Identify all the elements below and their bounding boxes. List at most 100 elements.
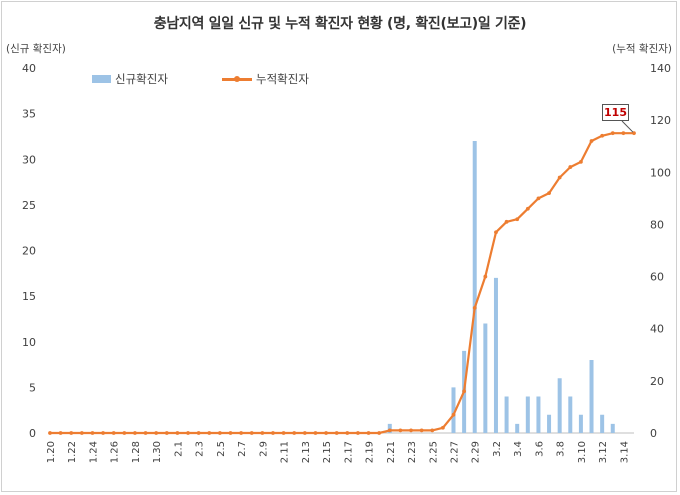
x-tick-label: 3.14 <box>619 441 630 463</box>
x-tick-label: 2.11 <box>280 441 291 463</box>
line-point <box>377 431 382 435</box>
legend-label-cumulative: 누적확진자 <box>256 72 309 86</box>
line-point <box>525 206 530 211</box>
line-point <box>122 431 127 435</box>
bar <box>472 141 477 433</box>
bar <box>515 423 520 433</box>
bar <box>600 414 605 433</box>
line-point <box>281 431 286 435</box>
line-point <box>504 219 509 224</box>
bar <box>483 323 488 433</box>
bar <box>557 378 562 433</box>
line-point <box>58 431 63 435</box>
line-point <box>154 431 159 435</box>
left-tick-label: 10 <box>22 336 36 349</box>
right-tick-label: 60 <box>650 271 664 284</box>
line-point <box>143 431 148 435</box>
x-tick-label: 2.9 <box>258 441 269 457</box>
line-point <box>260 431 265 435</box>
legend-line-swatch <box>222 74 252 84</box>
x-tick-label: 2.13 <box>301 441 312 463</box>
bar <box>451 387 456 433</box>
bar <box>387 423 392 433</box>
callout-pointer <box>621 120 634 133</box>
x-tick-label: 2.29 <box>471 441 482 463</box>
x-tick-label: 2.17 <box>343 441 354 463</box>
x-tick-label: 2.19 <box>365 441 376 463</box>
x-tick-label: 2.15 <box>322 441 333 463</box>
x-tick-label: 1.22 <box>67 441 78 463</box>
line-point <box>79 431 84 435</box>
line-point <box>324 431 328 435</box>
line-point <box>228 431 233 435</box>
x-tick-label: 2.21 <box>386 441 397 463</box>
right-tick-label: 0 <box>650 427 657 440</box>
legend-bar-swatch <box>92 75 111 83</box>
line-point <box>356 431 360 435</box>
x-tick-label: 3.10 <box>577 441 588 463</box>
left-tick-label: 20 <box>22 245 36 258</box>
line-point <box>472 305 477 310</box>
x-tick-label: 1.28 <box>131 441 142 463</box>
left-tick-label: 5 <box>29 381 36 394</box>
x-tick-label: 3.12 <box>598 441 609 463</box>
line-point <box>164 431 169 435</box>
line-point <box>579 159 583 164</box>
x-tick-label: 1.20 <box>46 441 57 463</box>
right-tick-label: 20 <box>650 375 664 388</box>
right-tick-label: 140 <box>650 62 671 75</box>
line-point <box>175 431 180 435</box>
line-point <box>451 412 456 417</box>
line-point <box>610 131 615 136</box>
x-tick-label: 1.30 <box>152 441 163 463</box>
chart-title: 충남지역 일일 신규 및 누적 확진자 현황 (명, 확진(보고)일 기준) <box>153 16 527 32</box>
bar <box>547 414 552 433</box>
line-point <box>409 428 413 433</box>
right-tick-label: 80 <box>650 218 664 231</box>
x-tick-label: 1.26 <box>110 441 121 463</box>
bar <box>525 396 530 433</box>
right-axis-unit: (누적 확진자) <box>612 43 672 55</box>
right-tick-label: 120 <box>650 114 671 127</box>
line-point <box>313 431 318 435</box>
line-point <box>589 139 594 143</box>
line-point <box>440 425 445 430</box>
line-point <box>69 431 74 435</box>
line-point <box>345 431 350 435</box>
bar <box>568 396 573 433</box>
line-point <box>249 431 254 435</box>
line-point <box>494 230 498 235</box>
line-point <box>515 217 520 222</box>
x-tick-label: 2.1 <box>173 441 184 457</box>
line-point <box>217 431 222 435</box>
x-tick-label: 2.27 <box>449 441 460 463</box>
x-tick-label: 3.2 <box>492 441 503 457</box>
bar <box>504 396 509 433</box>
line-point <box>632 131 636 136</box>
line-point <box>292 431 297 435</box>
left-tick-label: 15 <box>22 290 36 303</box>
line-point <box>621 131 626 136</box>
line-point <box>483 274 488 279</box>
x-tick-label: 2.5 <box>216 441 227 457</box>
legend-label-new-cases: 신규확진자 <box>115 72 168 86</box>
line-point <box>557 175 562 180</box>
left-tick-label: 40 <box>22 62 36 75</box>
line-point <box>196 431 201 435</box>
x-tick-label: 1.24 <box>88 441 99 463</box>
line-point <box>366 431 371 435</box>
line-point <box>48 431 52 435</box>
line-point <box>334 431 339 435</box>
x-tick-label: 3.6 <box>534 441 545 457</box>
line-point <box>186 431 190 435</box>
line-point <box>547 191 551 196</box>
line-point <box>387 428 392 433</box>
callout-label: 115 <box>602 104 629 121</box>
left-axis-unit: (신규 확진자) <box>6 43 66 55</box>
line-point <box>207 431 212 435</box>
x-tick-label: 2.25 <box>428 441 439 463</box>
legend-item-new-cases: 신규확진자 <box>92 71 168 87</box>
right-tick-label: 40 <box>650 323 664 336</box>
